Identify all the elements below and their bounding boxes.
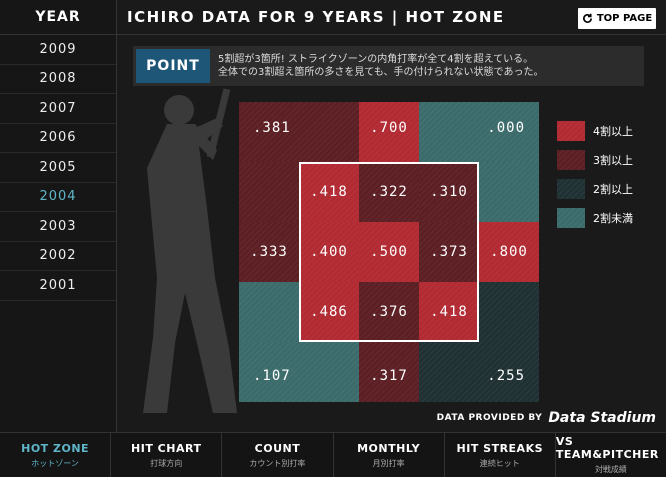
point-label: POINT xyxy=(136,49,210,83)
zone-inner-6: .373 xyxy=(419,222,479,282)
top-page-label: TOP PAGE xyxy=(596,13,653,24)
point-box: POINT 5割超が3箇所! ストライクゾーンの内角打率が全て4割を超えている。… xyxy=(133,46,644,86)
year-item-2005[interactable]: 2005 xyxy=(0,153,116,183)
tab-sublabel: 月別打率 xyxy=(372,458,405,468)
zone-outer-top-mid: .700 xyxy=(359,102,419,162)
tab-sublabel: カウント別打率 xyxy=(249,458,306,468)
tab-hit-chart[interactable]: HIT CHART 打球方向 xyxy=(111,433,223,477)
year-item-2001[interactable]: 2001 xyxy=(0,271,116,301)
point-line-2: 全体での3割超え箇所の多さを見ても、手の付けられない状態であった。 xyxy=(218,67,544,78)
zone-outer-right-upper xyxy=(479,162,539,222)
zone-inner-9: .418 xyxy=(419,282,479,342)
zone-outer-left-lower xyxy=(239,282,299,342)
legend-swatch xyxy=(557,120,585,141)
legend-label: 4割以上 xyxy=(593,124,633,138)
year-item-2007[interactable]: 2007 xyxy=(0,94,116,124)
zone-outer-right-lower xyxy=(479,282,539,342)
legend-item: 4割以上 xyxy=(557,116,633,145)
year-header: YEAR xyxy=(0,0,116,35)
year-sidebar: YEAR 2009 2008 2007 2006 2005 2004 2003 … xyxy=(0,0,116,432)
tab-label: COUNT xyxy=(254,441,301,455)
zone-outer-mid-right: .800 xyxy=(479,222,539,282)
zone-outer-bot-right: .255 xyxy=(419,342,539,402)
credit-text: DATA PROVIDED BY xyxy=(436,413,543,423)
title-bar: ICHIRO DATA FOR 9 YEARS | HOT ZONE TOP P… xyxy=(117,0,666,35)
point-text: 5割超が3箇所! ストライクゾーンの内角打率が全て4割を超えている。 全体での3… xyxy=(218,53,543,79)
zone-inner-7: .486 xyxy=(299,282,359,342)
tab-sublabel: 打球方向 xyxy=(150,458,183,468)
data-stadium-logo[interactable]: Data Stadium xyxy=(548,410,656,426)
zone-inner-8: .376 xyxy=(359,282,419,342)
zone-inner-3: .310 xyxy=(419,162,479,222)
tab-label: MONTHLY xyxy=(357,441,421,455)
legend: 4割以上 3割以上 2割以上 2割未満 xyxy=(557,116,633,232)
tab-sublabel: ホットゾーン xyxy=(31,458,79,468)
legend-label: 2割未満 xyxy=(593,211,633,225)
tab-label: HIT CHART xyxy=(131,441,202,455)
page-title: ICHIRO DATA FOR 9 YEARS | HOT ZONE xyxy=(127,8,505,26)
zone-outer-top-left: .381 xyxy=(239,102,359,162)
tab-label: HOT ZONE xyxy=(21,441,90,455)
point-line-1: 5割超が3箇所! ストライクゾーンの内角打率が全て4割を超えている。 xyxy=(218,54,534,65)
legend-item: 3割以上 xyxy=(557,145,633,174)
year-item-2008[interactable]: 2008 xyxy=(0,65,116,94)
batter-silhouette-icon xyxy=(143,88,237,413)
data-credit: DATA PROVIDED BY Data Stadium xyxy=(437,410,656,426)
tab-monthly[interactable]: MONTHLY 月別打率 xyxy=(334,433,445,477)
tab-label: HIT STREAKS xyxy=(456,441,544,455)
year-item-2006[interactable]: 2006 xyxy=(0,124,116,153)
tab-sublabel: 対戦成績 xyxy=(594,465,627,474)
year-item-2003[interactable]: 2003 xyxy=(0,212,116,242)
refresh-arrow-icon xyxy=(582,13,592,23)
zone-inner-2: .322 xyxy=(359,162,419,222)
main-panel: ICHIRO DATA FOR 9 YEARS | HOT ZONE TOP P… xyxy=(116,0,666,432)
tab-sublabel: 連続ヒット xyxy=(479,458,520,468)
year-item-2002[interactable]: 2002 xyxy=(0,242,116,271)
zone-inner-1: .418 xyxy=(299,162,359,222)
tab-vs-team-pitcher[interactable]: VS TEAM&PITCHER 対戦成績 xyxy=(556,433,666,477)
legend-label: 3割以上 xyxy=(593,153,633,167)
zone-outer-left-upper xyxy=(239,162,299,222)
zone-outer-bot-left: .107 xyxy=(239,342,359,402)
tab-count[interactable]: COUNT カウント別打率 xyxy=(222,433,334,477)
top-page-button[interactable]: TOP PAGE xyxy=(578,8,656,29)
legend-label: 2割以上 xyxy=(593,182,633,196)
zone-inner-5: .500 xyxy=(359,222,419,282)
zone-outer-mid-left: .333 xyxy=(239,222,299,282)
legend-item: 2割以上 xyxy=(557,174,633,203)
zone-outer-bot-mid: .317 xyxy=(359,342,419,402)
legend-swatch xyxy=(557,149,585,170)
zone-inner-4: .400 xyxy=(299,222,359,282)
legend-swatch xyxy=(557,207,585,228)
tab-hot-zone[interactable]: HOT ZONE ホットゾーン xyxy=(0,433,112,477)
legend-item: 2割未満 xyxy=(557,203,633,232)
legend-swatch xyxy=(557,178,585,199)
zone-outer-top-right: .000 xyxy=(419,102,539,162)
hot-zone-grid: .381 .700 .000 .418 .322 .310 .333 .400 … xyxy=(239,102,539,402)
bottom-nav: HOT ZONE ホットゾーン HIT CHART 打球方向 COUNT カウン… xyxy=(0,432,666,477)
year-item-2009[interactable]: 2009 xyxy=(0,35,116,65)
tab-hit-streaks[interactable]: HIT STREAKS 連続ヒット xyxy=(445,433,556,477)
year-item-2004[interactable]: 2004 xyxy=(0,183,116,212)
tab-label: VS TEAM&PITCHER xyxy=(555,435,659,461)
